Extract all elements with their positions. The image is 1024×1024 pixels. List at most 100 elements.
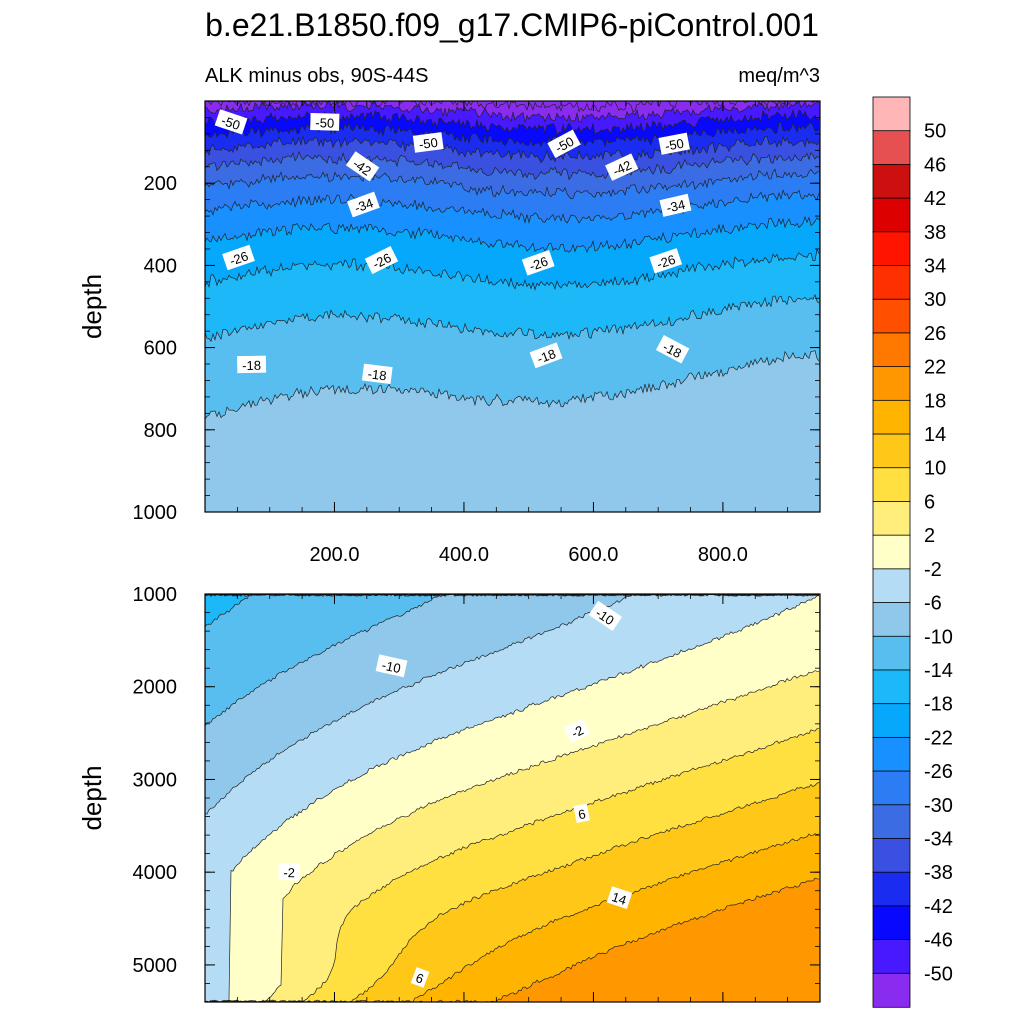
colorbar-swatch [872, 96, 911, 132]
colorbar-swatch [872, 197, 911, 233]
svg-text:-50: -50 [219, 113, 242, 133]
subtitle-left: ALK minus obs, 90S-44S [205, 65, 428, 87]
colorbar-label: 22 [924, 357, 946, 379]
svg-text:-18: -18 [367, 366, 388, 383]
contour-label: -10 [375, 654, 408, 678]
colorbar-swatch [872, 602, 911, 637]
colorbar-label: -2 [924, 559, 942, 581]
svg-text:-50: -50 [315, 115, 334, 130]
colorbar-swatch [872, 804, 911, 840]
colorbar-label: -10 [924, 626, 953, 648]
svg-text:-34: -34 [665, 197, 687, 216]
colorbar-swatch [872, 467, 911, 503]
y-tick-label: 200 [144, 173, 177, 195]
x-tick-label: 200.0 [309, 544, 359, 566]
svg-text:-2: -2 [283, 865, 295, 880]
svg-text:6: 6 [577, 806, 587, 822]
contour-label: -26 [521, 250, 555, 276]
svg-text:-18: -18 [242, 358, 261, 373]
colorbar-swatch [872, 534, 911, 570]
y-tick-label: 800 [144, 420, 177, 442]
chart-title: b.e21.B1850.f09_g17.CMIP6-piControl.001 [205, 7, 819, 43]
colorbar-swatch [872, 298, 911, 334]
y-tick-label: 1000 [133, 502, 178, 524]
colorbar-swatch [872, 703, 911, 739]
colorbar-swatch [872, 939, 911, 974]
colorbar-label: 46 [924, 154, 946, 176]
subtitle-right: meq/m^3 [738, 65, 820, 87]
contour-label: -50 [214, 109, 248, 135]
colorbar-label: 50 [924, 121, 946, 143]
colorbar-swatch [872, 838, 911, 873]
colorbar-swatch [872, 433, 911, 469]
x-tick-label: 600.0 [568, 544, 618, 566]
y-tick-label: 3000 [133, 769, 178, 791]
svg-text:-18: -18 [535, 346, 558, 367]
contour-label: -2 [563, 718, 591, 744]
colorbar-label: 30 [924, 289, 946, 311]
colorbar-label: 38 [924, 222, 946, 244]
contour-label: -26 [222, 244, 255, 271]
colorbar: 50 46 42 38 34 30 26 22 18 14 10 6 2 -2 -6 -10 -14 -18 -22… [872, 96, 953, 1008]
colorbar-swatch [872, 905, 911, 941]
svg-text:-50: -50 [664, 136, 685, 154]
colorbar-label: -26 [924, 761, 953, 783]
colorbar-swatch [872, 736, 911, 772]
y-axis-label: depth [77, 765, 107, 830]
x-tick-label: 400.0 [439, 544, 489, 566]
colorbar-label: 18 [924, 390, 946, 412]
svg-text:-26: -26 [655, 252, 678, 272]
colorbar-swatch [872, 972, 911, 1008]
colorbar-swatch [872, 635, 911, 671]
colorbar-label: -30 [924, 795, 953, 817]
contour-label: -34 [346, 191, 380, 218]
colorbar-swatch [872, 231, 911, 267]
colorbar-swatch [872, 770, 911, 806]
svg-text:14: 14 [610, 889, 628, 908]
colorbar-label: 26 [924, 323, 946, 345]
y-axis-label: depth [77, 274, 107, 339]
svg-text:-42: -42 [610, 157, 633, 179]
colorbar-label: 2 [924, 525, 935, 547]
contour-label: -2 [278, 863, 300, 881]
contour-label: -42 [605, 153, 639, 181]
y-tick-label: 1000 [133, 584, 178, 606]
colorbar-swatch [872, 164, 911, 199]
svg-text:-26: -26 [228, 248, 251, 268]
colorbar-swatch [872, 871, 911, 907]
svg-text:-26: -26 [527, 254, 550, 274]
colorbar-label: -46 [924, 930, 953, 952]
contour-label: 6 [573, 803, 591, 823]
colorbar-label: 10 [924, 458, 946, 480]
y-tick-label: 5000 [133, 955, 178, 977]
colorbar-label: -18 [924, 694, 953, 716]
colorbar-swatch [872, 568, 911, 604]
colorbar-label: -38 [924, 862, 953, 884]
colorbar-label: -6 [924, 593, 942, 615]
colorbar-label: -50 [924, 963, 953, 985]
colorbar-label: -42 [924, 896, 953, 918]
contour-label: -18 [361, 363, 393, 385]
contour-label: -26 [649, 248, 683, 274]
contour-label: -50 [310, 113, 340, 131]
colorbar-swatch [872, 130, 911, 166]
contour-label: 6 [410, 967, 430, 988]
y-tick-label: 600 [144, 338, 177, 360]
contour-label: 14 [606, 886, 633, 910]
svg-text:-34: -34 [352, 195, 375, 216]
colorbar-label: 6 [924, 491, 935, 513]
contour-label: -18 [529, 342, 563, 369]
colorbar-swatch [872, 366, 911, 402]
svg-text:-10: -10 [381, 657, 403, 676]
colorbar-label: 14 [924, 424, 946, 446]
colorbar-swatch [872, 501, 911, 536]
x-tick-label: 800.0 [698, 544, 748, 566]
colorbar-label: -22 [924, 727, 953, 749]
y-tick-label: 2000 [133, 677, 178, 699]
y-tick-label: 4000 [133, 862, 178, 884]
colorbar-swatch [872, 669, 911, 705]
contour-label: -50 [412, 132, 444, 153]
